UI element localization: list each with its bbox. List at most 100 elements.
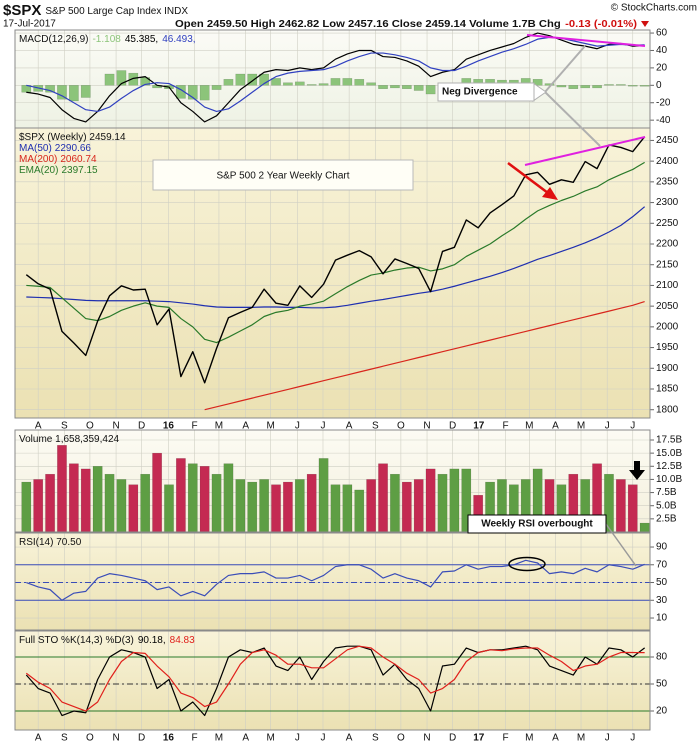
series-line xyxy=(26,161,645,344)
bar xyxy=(104,473,115,533)
bar xyxy=(378,463,388,533)
red-arrow-head xyxy=(542,187,558,200)
x-tick-label: N xyxy=(423,421,430,432)
y-tick-label: 1950 xyxy=(656,342,679,353)
down-arrow-head xyxy=(629,470,645,480)
y-tick-label: 17.5B xyxy=(656,435,682,446)
legend-entry: MA(200) 2060.74 xyxy=(19,154,97,165)
legend-label: MACD(12,26,9) xyxy=(19,34,88,45)
bar xyxy=(80,468,91,533)
y-tick-label: 2300 xyxy=(656,197,679,208)
bar xyxy=(140,473,151,533)
y-tick-label: 2000 xyxy=(656,321,679,332)
y-tick-label: 1850 xyxy=(656,384,679,395)
bar xyxy=(580,85,591,89)
bar xyxy=(271,78,281,86)
y-tick-label: 80 xyxy=(656,652,668,663)
y-tick-label: 50 xyxy=(656,577,668,588)
legend-label: Full STO %K(14,3) %D(3) xyxy=(19,635,134,646)
bar xyxy=(378,85,388,89)
y-tick-label: 7.5B xyxy=(656,487,677,498)
bar xyxy=(556,85,567,88)
y-tick-label: 20 xyxy=(656,706,668,717)
bar xyxy=(592,85,602,89)
bar xyxy=(627,484,638,533)
bar xyxy=(294,479,305,533)
bar xyxy=(366,479,376,533)
bar xyxy=(128,484,139,533)
x-tick-label: J xyxy=(605,421,610,432)
x-tick-label: J xyxy=(295,421,300,432)
x-tick-label: 16 xyxy=(163,421,175,432)
source: © StockCharts.com xyxy=(611,3,697,14)
divergence-line xyxy=(524,136,646,166)
bar xyxy=(104,73,115,86)
legend: MACD(12,26,9) -1.108 45.385, 46.493, xyxy=(19,34,196,45)
x-tick-label: F xyxy=(502,733,508,744)
legend-entry: EMA(20) 2397.15 xyxy=(19,165,98,176)
bar xyxy=(639,522,650,533)
legend: Volume 1,658,359,424 xyxy=(19,434,120,445)
x-tick-label: S xyxy=(61,733,68,744)
bar xyxy=(342,484,353,533)
x-tick-label: S xyxy=(372,421,379,432)
down-arrow xyxy=(634,461,640,470)
bar xyxy=(69,85,79,102)
bar xyxy=(283,481,293,533)
x-tick-label: D xyxy=(449,733,456,744)
bar xyxy=(306,473,317,533)
date: 17-Jul-2017 xyxy=(3,19,56,30)
index-name: S&P 500 Large Cap Index INDX xyxy=(45,6,188,17)
panels: -40 -20 0 20 40 60 MACD(12,26,9) -1.108 45.385, 4… xyxy=(14,28,682,744)
x-tick-label: O xyxy=(397,733,405,744)
series-line xyxy=(25,645,646,717)
x-tick-label: J xyxy=(320,733,325,744)
bar xyxy=(247,481,258,533)
series-line xyxy=(25,645,645,712)
bar xyxy=(57,85,67,100)
chart-title: S&P 500 2 Year Weekly Chart xyxy=(216,171,349,182)
bar xyxy=(425,85,436,95)
rsi-circle xyxy=(508,556,546,572)
bar xyxy=(235,479,246,533)
callout-box xyxy=(437,82,535,102)
bar xyxy=(413,85,424,91)
bar xyxy=(45,85,55,93)
x-tick-label: N xyxy=(112,733,119,744)
bar xyxy=(21,481,32,533)
callout-line xyxy=(544,45,586,93)
y-tick-label: 5.0B xyxy=(656,500,677,511)
header-title: $SPX S&P 500 Large Cap Index INDX xyxy=(3,2,188,19)
y-tick-label: 12.5B xyxy=(656,461,682,472)
bar xyxy=(176,85,186,99)
x-tick-label: M xyxy=(577,733,585,744)
bar xyxy=(80,85,91,98)
x-tick-label: D xyxy=(138,733,145,744)
x-tick-label: F xyxy=(192,733,198,744)
y-tick-label: 2150 xyxy=(656,259,679,270)
x-tick-label: A xyxy=(346,421,353,432)
title-box xyxy=(152,159,414,191)
x-tick-label: A xyxy=(35,733,42,744)
bar xyxy=(199,85,210,101)
legend-label: Volume 1,658,359,424 xyxy=(19,434,120,445)
quote-line: Open 2459.50 High 2462.82 Low 2457.16 Cl… xyxy=(175,19,637,30)
y-tick-label: 2050 xyxy=(656,301,679,312)
rsi-note-box xyxy=(467,514,607,534)
legend-value: 2290.66 xyxy=(55,143,92,154)
x-tick-label: O xyxy=(397,421,405,432)
annotations: S&P 500 2 Year Weekly Chart Neg Divergen… xyxy=(152,34,646,572)
divergence-label: Neg Divergence xyxy=(442,87,518,98)
legend-value: 46.493, xyxy=(162,34,195,45)
y-tick-label: -40 xyxy=(656,115,671,126)
x-tick-label: M xyxy=(215,733,223,744)
x-tick-label: J xyxy=(320,421,325,432)
x-tick-label: S xyxy=(372,733,379,744)
y-tick-label: 50 xyxy=(656,679,668,690)
bar xyxy=(223,79,234,86)
y-tick-label: 70 xyxy=(656,559,668,570)
bar xyxy=(413,479,424,533)
bar xyxy=(21,85,32,93)
bar xyxy=(235,73,246,86)
